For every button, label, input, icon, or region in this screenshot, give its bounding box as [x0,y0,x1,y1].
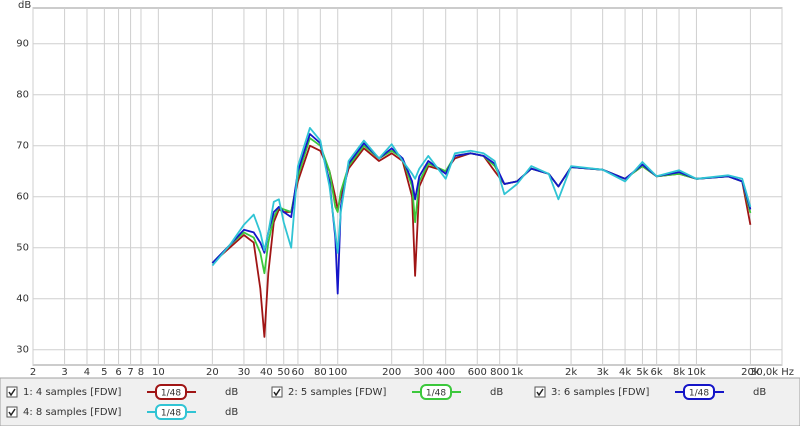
legend-smoothing: 1/48 [161,389,181,399]
x-tick-label: 20k [741,367,760,378]
x-tick-label: 2k [565,367,577,378]
x-tick-label: 600 [468,367,487,378]
legend-line-icon[interactable]: 1/48 [412,384,461,400]
legend-panel [0,377,800,427]
legend-icon-box [683,384,715,400]
legend-smoothing: 1/48 [161,409,181,419]
x-tick-label: 30,0k Hz [750,367,794,378]
x-tick-label: 60 [292,367,305,378]
legend-icon-box [420,384,452,400]
x-tick-label: 6k [651,367,663,378]
x-tick-label: 5 [101,367,107,378]
checkbox-box [6,386,18,398]
x-tick-label: 30 [238,367,251,378]
x-tick-label: 800 [490,367,509,378]
checkbox-tick [273,388,281,397]
x-tick-label: 3 [61,367,67,378]
legend-unit: dB [490,387,503,398]
y-tick-label: 50 [16,243,29,254]
legend-label: 3: 6 samples [FDW] [551,387,649,398]
x-tick-label: 4 [84,367,90,378]
checkbox-tick [8,388,16,397]
x-tick-label: 10k [687,367,706,378]
legend-line-icon[interactable]: 1/48 [147,404,196,420]
y-tick-label: 30 [16,345,29,356]
x-tick-label: 1k [511,367,523,378]
legend-checkbox[interactable] [534,386,546,398]
legend-label: 1: 4 samples [FDW] [23,387,121,398]
legend-unit: dB [753,387,766,398]
legend-unit: dB [225,387,238,398]
trace [211,127,752,267]
y-tick-label: 80 [16,90,29,101]
legend-icon-box [155,384,187,400]
y-tick-label: 40 [16,294,29,305]
legend-line-icon[interactable]: 1/48 [675,384,724,400]
legend-smoothing: 1/48 [689,389,709,399]
legend-checkbox[interactable] [271,386,283,398]
checkbox-box [271,386,283,398]
x-tick-label: 400 [436,367,455,378]
x-tick-label: 100 [328,367,347,378]
checkbox-tick [536,388,544,397]
x-tick-label: 7 [127,367,133,378]
x-tick-label: 40 [260,367,273,378]
x-tick-label: 80 [314,367,327,378]
checkbox-box [534,386,546,398]
x-tick-label: 3k [597,367,609,378]
x-tick-label: 5k [636,367,648,378]
x-tick-label: 4k [619,367,631,378]
legend-label: 4: 8 samples [FDW] [23,407,121,418]
legend-unit: dB [225,407,238,418]
checkbox-box [6,406,18,418]
y-tick-label: 60 [16,192,29,203]
x-tick-label: 8 [138,367,144,378]
legend-icon-box [155,404,187,420]
x-tick-label: 50 [277,367,290,378]
legend-checkbox[interactable] [6,386,18,398]
legend-line-icon[interactable]: 1/48 [147,384,196,400]
checkbox-tick [8,408,16,417]
legend: 1: 4 samples [FDW] 1/48 dB 2: 5 samples [FD… [6,384,766,420]
x-tick-label: 8k [673,367,685,378]
x-tick-label: 300 [414,367,433,378]
legend-label: 2: 5 samples [FDW] [288,387,386,398]
y-tick-label: 70 [16,141,29,152]
legend-smoothing: 1/48 [426,389,446,399]
traces [211,127,752,338]
x-tick-label: 2 [30,367,36,378]
x-tick-label: 200 [382,367,401,378]
y-tick-label: 90 [16,39,29,50]
x-tick-label: 6 [115,367,121,378]
x-tick-label: 10 [152,367,165,378]
plot-area [32,7,783,366]
y-axis-label: dB [18,0,31,11]
legend-checkbox[interactable] [6,406,18,418]
x-tick-label: 20 [206,367,219,378]
